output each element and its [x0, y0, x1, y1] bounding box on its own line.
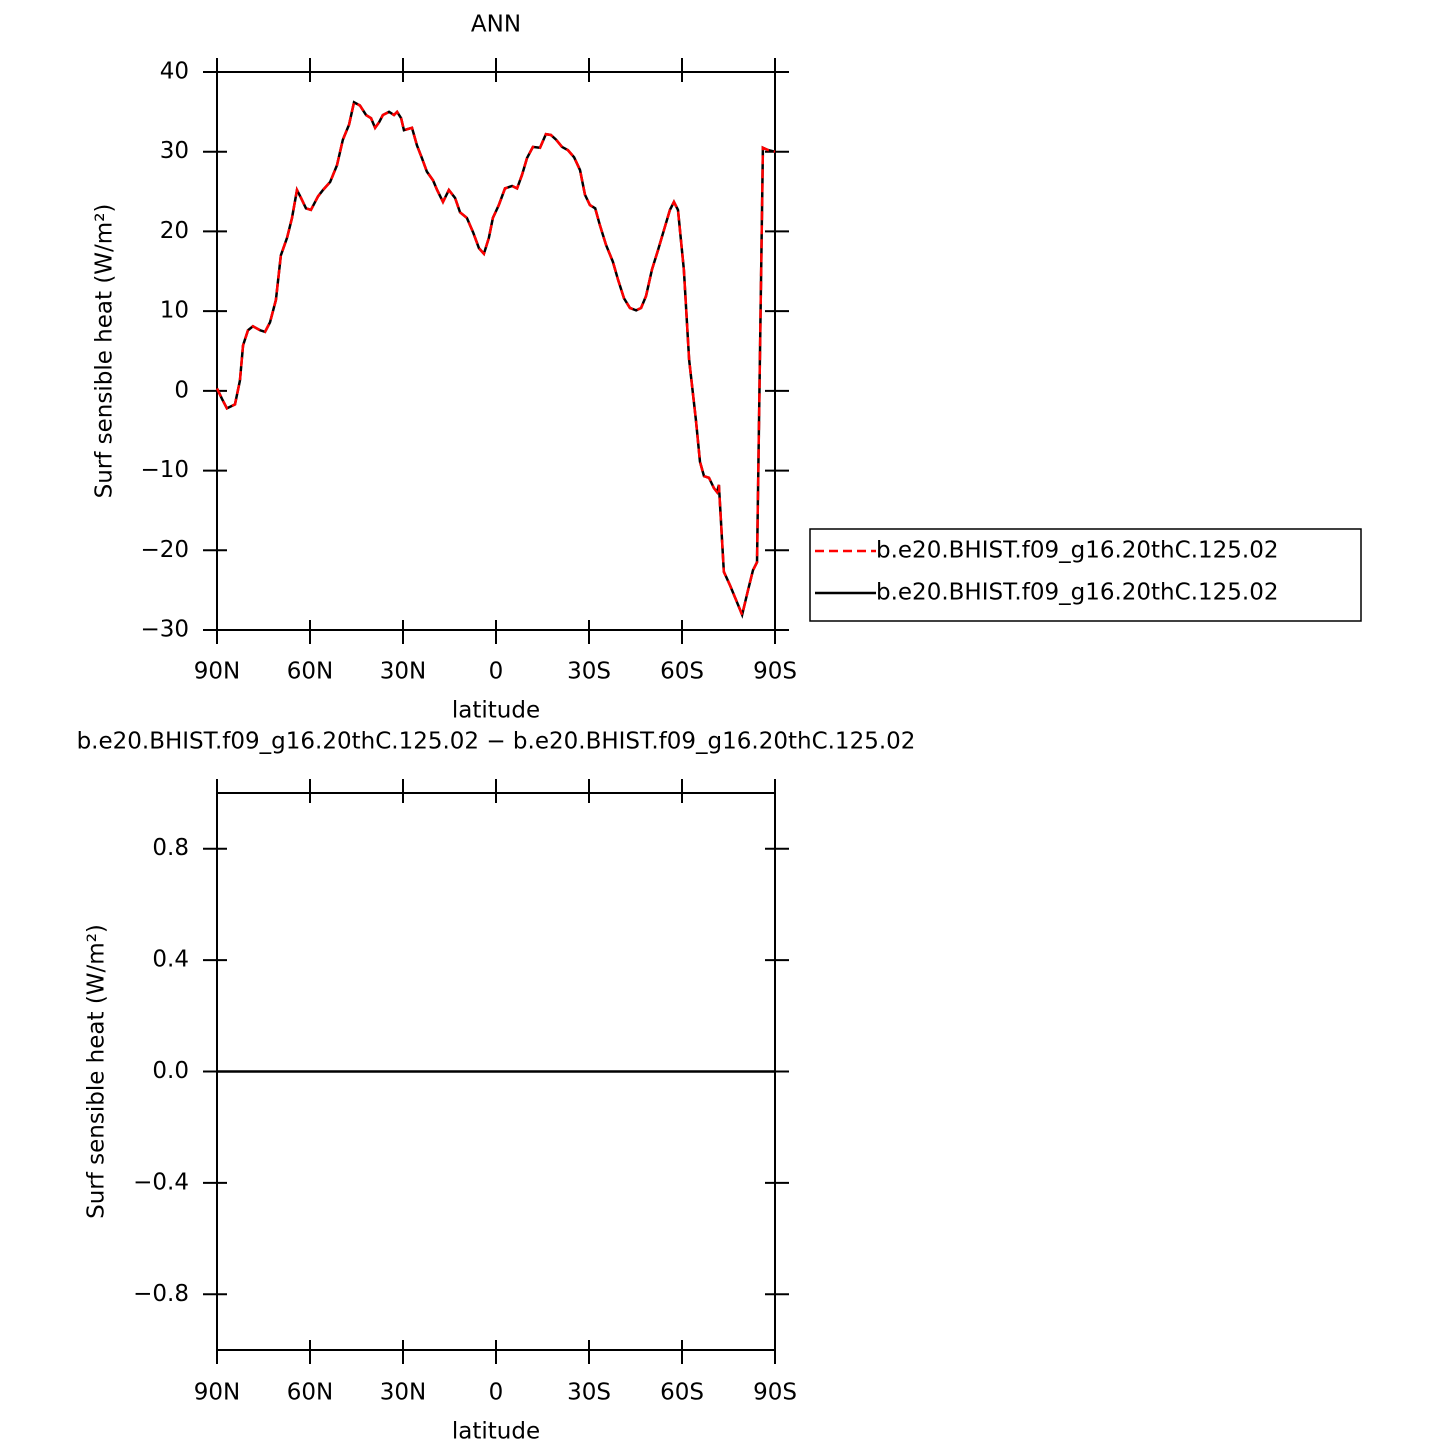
y-tick-label: 40	[160, 59, 189, 85]
chart-title: ANN	[471, 12, 521, 38]
legend-label: b.e20.BHIST.f09_g16.20thC.125.02	[876, 580, 1278, 606]
y-tick-label: 30	[160, 138, 189, 164]
x-tick-label: 0	[489, 1380, 504, 1406]
x-tick-label: 30N	[380, 1380, 426, 1406]
plot-frame	[216, 71, 776, 631]
chart-title: b.e20.BHIST.f09_g16.20thC.125.02 − b.e20…	[77, 729, 916, 755]
y-tick-label: −0.4	[133, 1169, 189, 1195]
y-tick-label: −0.8	[133, 1281, 189, 1307]
x-tick-label: 90N	[194, 1380, 240, 1406]
x-tick-label: 90N	[194, 659, 240, 685]
x-tick-label: 60N	[287, 1380, 333, 1406]
legend-box	[809, 528, 1362, 622]
x-tick-label: 90S	[753, 1380, 797, 1406]
y-tick-label: −20	[140, 537, 189, 563]
y-axis-label: Surf sensible heat (W/m²)	[84, 924, 110, 1219]
data-line	[215, 100, 776, 619]
legend-label: b.e20.BHIST.f09_g16.20thC.125.02	[876, 538, 1278, 564]
x-axis-label: latitude	[452, 1419, 540, 1445]
x-tick-label: 60S	[660, 659, 704, 685]
x-axis-label: latitude	[452, 698, 540, 724]
y-tick-label: 0.0	[152, 1058, 189, 1084]
x-tick-label: 60N	[287, 659, 333, 685]
y-tick-label: 0	[174, 377, 189, 403]
y-tick-label: −10	[140, 457, 189, 483]
y-tick-label: 10	[160, 298, 189, 324]
data-line	[215, 100, 776, 619]
y-tick-label: 0.8	[152, 835, 189, 861]
x-tick-label: 90S	[753, 659, 797, 685]
x-tick-label: 30S	[567, 1380, 611, 1406]
y-tick-label: 0.4	[152, 947, 189, 973]
y-tick-label: −30	[140, 617, 189, 643]
y-axis-label: Surf sensible heat (W/m²)	[92, 204, 118, 499]
x-tick-label: 60S	[660, 1380, 704, 1406]
x-tick-label: 0	[489, 659, 504, 685]
x-tick-label: 30N	[380, 659, 426, 685]
x-tick-label: 30S	[567, 659, 611, 685]
y-tick-label: 20	[160, 218, 189, 244]
